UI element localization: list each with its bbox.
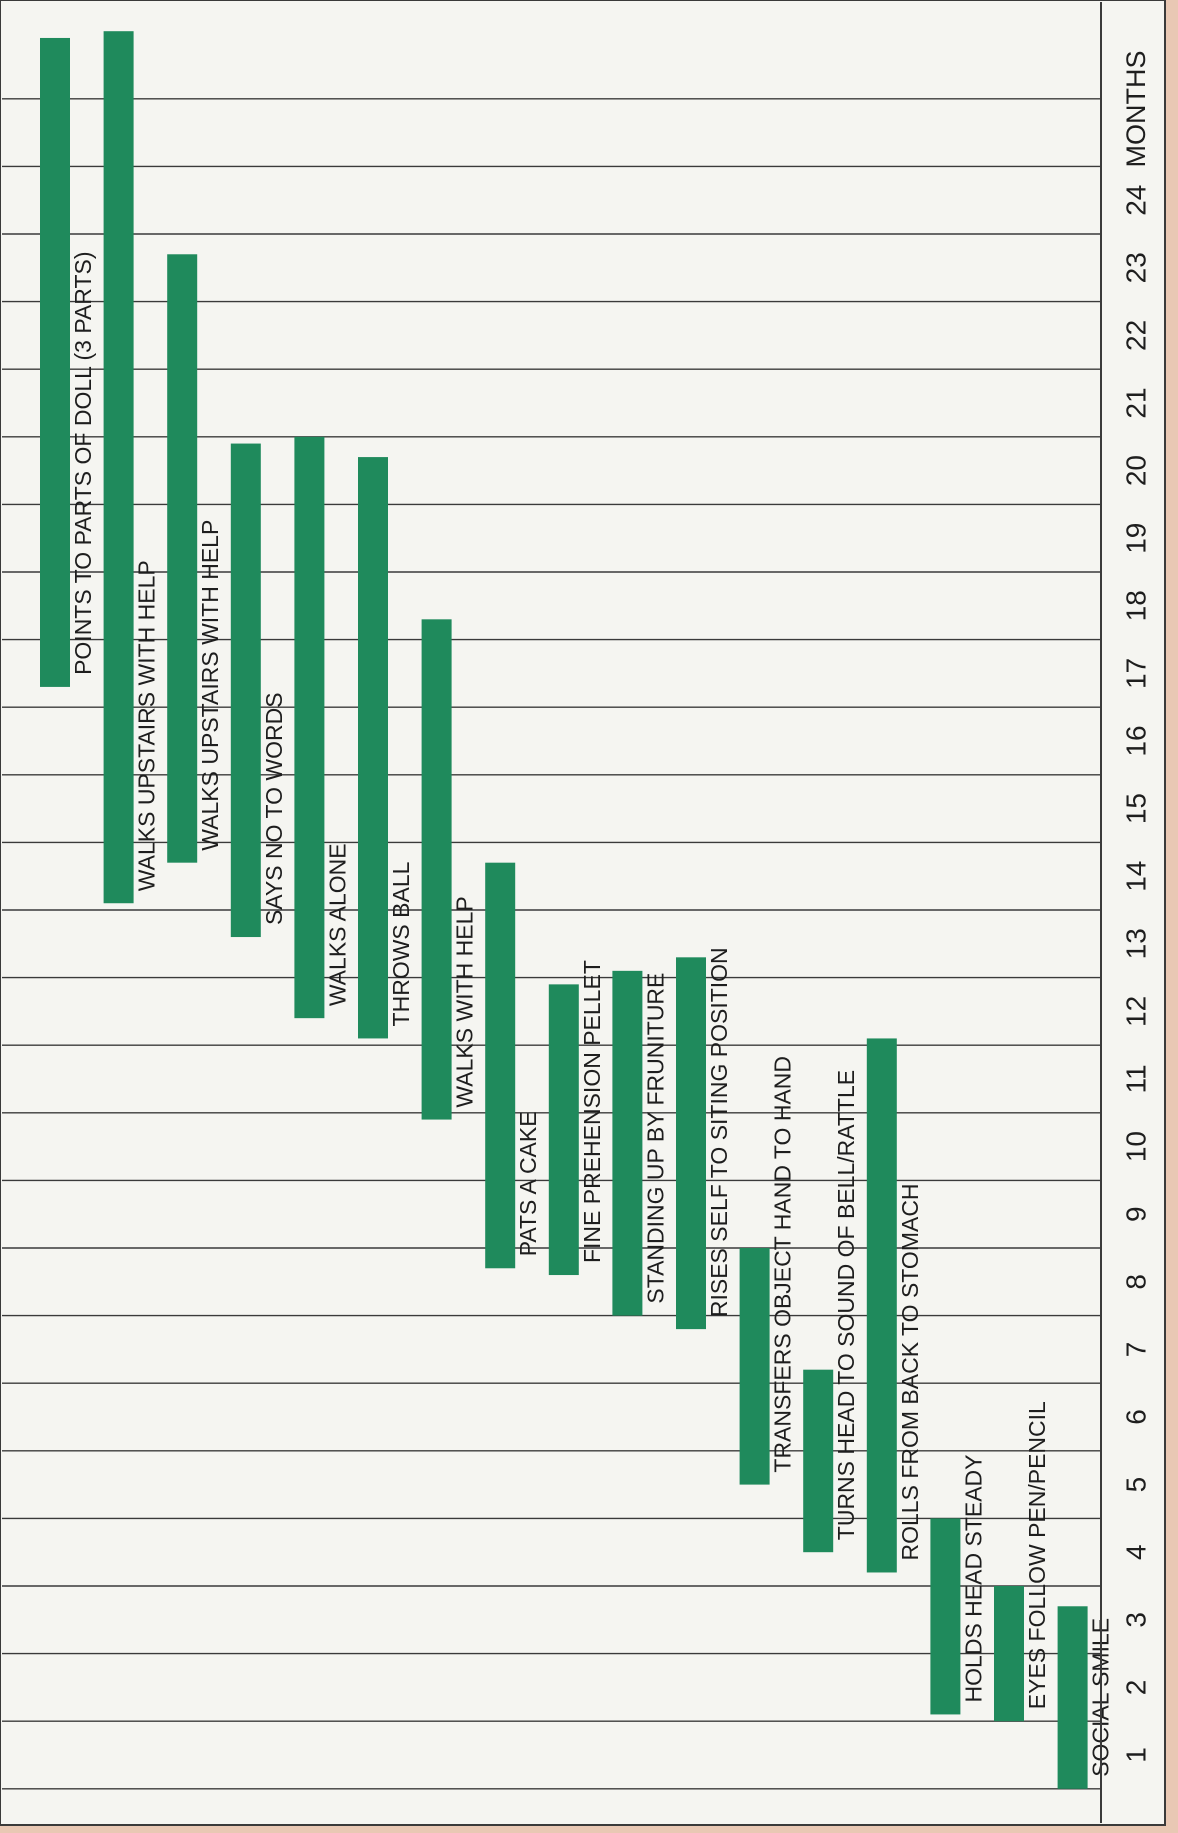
milestone-bar (421, 619, 452, 1120)
month-tick-label: 3 (1121, 1612, 1152, 1628)
month-tick-label: 6 (1121, 1409, 1152, 1425)
milestone-label: SAYS NO TO WORDS (261, 692, 287, 925)
month-tick-label: 12 (1121, 996, 1152, 1027)
milestone-label: STANDING UP BY FRUNITURE (642, 973, 668, 1304)
milestone-label: WALKS ALONE (324, 843, 350, 1006)
month-tick-label: 13 (1121, 928, 1152, 959)
month-tick-label: 1 (1121, 1747, 1152, 1763)
milestone-label: TRANSFERS OBJECT HAND TO HAND (770, 1056, 796, 1473)
milestone-labels: POINTS TO PARTS OF DOLL (3 PARTS) WALKS U… (70, 251, 1114, 1776)
month-tick-label: 24 (1121, 185, 1152, 216)
month-tick-label: 2 (1121, 1680, 1152, 1696)
month-tick-label: 5 (1121, 1477, 1152, 1493)
month-tick-label: 15 (1121, 793, 1152, 824)
milestone-bar (676, 957, 706, 1330)
milestone-bar (40, 37, 70, 687)
month-tick-label: 10 (1121, 1131, 1152, 1162)
month-tick-label: 11 (1121, 1064, 1152, 1093)
milestone-label: HOLDS HEAD STEADY (960, 1454, 986, 1702)
milestone-bar (866, 1038, 897, 1573)
milestone-label: WALKS WITH HELP (452, 896, 478, 1107)
axis-unit-label: MONTHS (1121, 50, 1151, 167)
month-tick-label: 8 (1121, 1274, 1152, 1290)
milestone-label: TURNS HEAD TO SOUND OF BELL/RATTLE (833, 1070, 859, 1540)
month-tick-label: 22 (1121, 320, 1152, 351)
milestone-bar (803, 1369, 834, 1553)
milestone-bar (294, 436, 325, 1019)
month-tick-label: 19 (1121, 523, 1152, 554)
milestone-bar (548, 984, 579, 1276)
milestone-label: FINE PREHENSION PELLET (579, 960, 605, 1263)
milestone-label: EYES FOLLOW PEN/PENCIL (1024, 1401, 1050, 1709)
milestone-bar (930, 1518, 961, 1715)
milestone-bar (103, 31, 134, 904)
milestone-bars (40, 31, 1088, 1789)
month-axis: 123456789101112131415161718192021222324M… (1100, 2, 1152, 1823)
milestone-bar (358, 457, 388, 1039)
milestone-label: WALKS UPSTAIRS WITH HELP (197, 520, 223, 851)
milestone-bar (167, 254, 198, 863)
month-tick-label: 9 (1121, 1206, 1152, 1222)
milestone-label: ROLLS FROM BACK TO STOMACH (897, 1183, 923, 1560)
milestone-bar (739, 1248, 770, 1485)
milestone-label: THROWS BALL (388, 861, 414, 1026)
month-tick-label: 16 (1121, 725, 1152, 756)
month-tick-label: 4 (1121, 1544, 1152, 1560)
month-tick-label: 21 (1121, 387, 1152, 418)
milestone-bar (230, 443, 261, 938)
month-tick-label: 20 (1121, 455, 1152, 486)
milestone-label: WALKS UPSTAIRS WITH HELP (134, 560, 160, 891)
milestone-bar (1057, 1606, 1088, 1789)
milestone-bar (485, 862, 516, 1269)
milestone-label: PATS A CAKE (515, 1111, 541, 1256)
milestone-bar (612, 970, 643, 1316)
month-tick-label: 7 (1121, 1342, 1152, 1358)
month-tick-label: 23 (1121, 252, 1152, 283)
month-tick-label: 18 (1121, 590, 1152, 621)
month-tick-label: 17 (1121, 658, 1152, 689)
month-tick-label: 14 (1121, 861, 1152, 892)
milestone-label: POINTS TO PARTS OF DOLL (3 PARTS) (70, 251, 96, 674)
milestone-bar (994, 1586, 1024, 1722)
milestone-label: RISES SELF TO SITING POSITION (706, 947, 732, 1317)
